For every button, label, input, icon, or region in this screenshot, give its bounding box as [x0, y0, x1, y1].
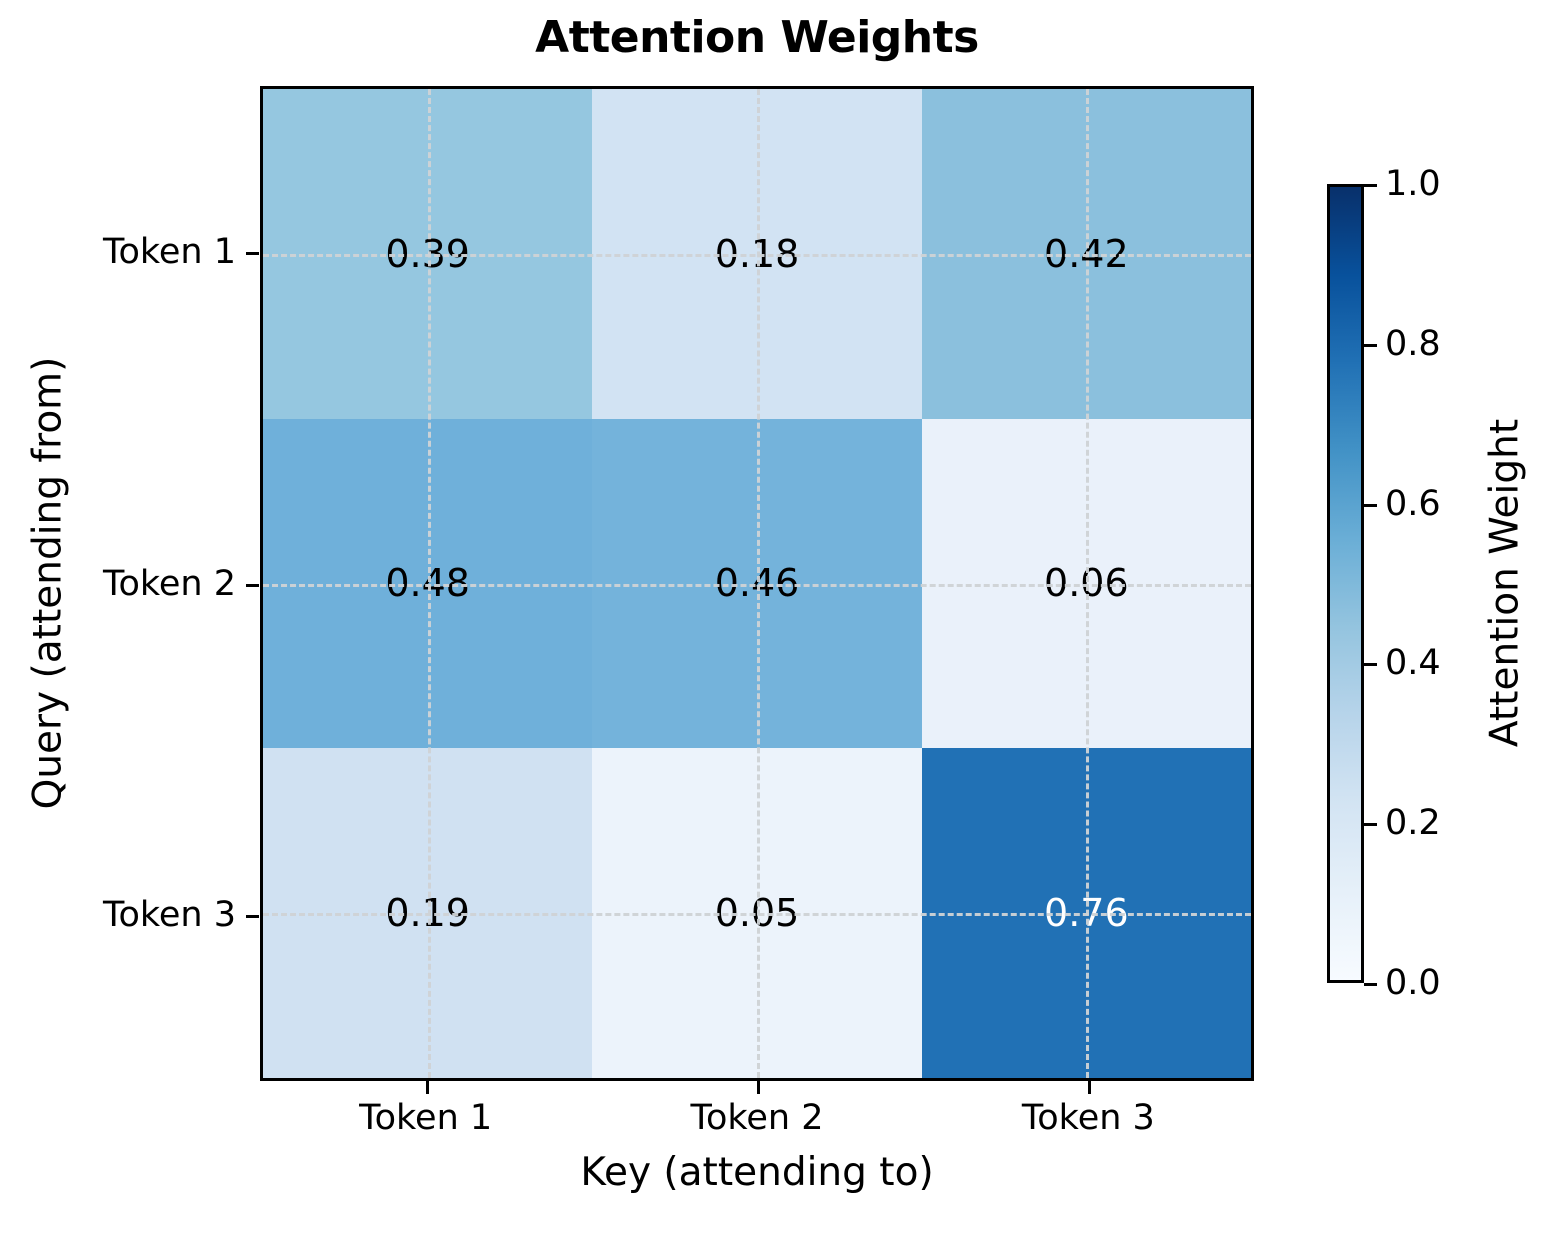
heatmap-cell: 0.48: [263, 418, 593, 749]
colorbar-tick-label: 1.0: [1385, 164, 1441, 204]
colorbar: [1327, 184, 1364, 983]
x-tick-mark: [425, 1081, 429, 1094]
x-axis-label: Key (attending to): [580, 1150, 934, 1195]
heatmap-cell: 0.76: [921, 748, 1251, 1078]
heatmap-cell-value: 0.18: [714, 231, 800, 276]
x-tick-mark: [757, 1081, 760, 1094]
heatmap-cell: 0.42: [921, 89, 1251, 419]
colorbar-tick-label: 0.8: [1385, 323, 1441, 364]
heatmap-cell: 0.05: [592, 748, 922, 1078]
colorbar-tick-label: 0.2: [1385, 803, 1441, 844]
heatmap-grid: 0.39 0.18 0.42 0.48 0.46 0.06 0.19 0.05 0.76: [263, 89, 1251, 1078]
heatmap-cell-value: 0.19: [385, 891, 470, 936]
x-tick-label: Token 2: [690, 1098, 824, 1138]
heatmap-plot-area: 0.39 0.18 0.42 0.48 0.46 0.06 0.19 0.05 0.76: [260, 86, 1254, 1081]
heatmap-cell: 0.39: [263, 89, 593, 419]
x-tick-mark: [1088, 1081, 1092, 1094]
heatmap-cell: 0.19: [263, 748, 593, 1078]
y-tick-mark: [246, 583, 259, 587]
heatmap-cell-value: 0.05: [714, 891, 800, 936]
heatmap-cell: 0.18: [592, 89, 922, 419]
colorbar-label: Attention Weight: [1482, 418, 1528, 748]
heatmap-cell-value: 0.48: [385, 561, 470, 606]
chart-title: Attention Weights: [535, 12, 979, 63]
x-tick-label: Token 1: [359, 1098, 493, 1138]
colorbar-tick-mark: [1364, 184, 1377, 187]
colorbar-tick-label: 0.6: [1385, 483, 1441, 524]
heatmap-cell: 0.06: [921, 418, 1251, 749]
y-tick-mark: [246, 251, 259, 255]
x-tick-label: Token 3: [1021, 1098, 1155, 1138]
colorbar-gradient: [1330, 187, 1361, 980]
colorbar-tick-mark: [1364, 343, 1377, 347]
y-tick-label: Token 3: [103, 895, 236, 936]
heatmap-cell: 0.46: [592, 418, 922, 749]
y-tick-mark: [246, 915, 259, 919]
heatmap-cell-value: 0.06: [1044, 561, 1129, 606]
heatmap-cell-value: 0.39: [385, 231, 470, 276]
heatmap-cell-value: 0.42: [1044, 231, 1129, 276]
y-tick-label: Token 1: [103, 231, 236, 272]
colorbar-tick-label: 0.4: [1385, 643, 1441, 684]
colorbar-tick-label: 0.0: [1385, 963, 1441, 1003]
colorbar-tick-mark: [1364, 503, 1377, 507]
heatmap-cell-value: 0.46: [714, 561, 800, 606]
colorbar-tick-mark: [1364, 823, 1377, 827]
y-tick-label: Token 2: [103, 563, 236, 604]
heatmap-cell-value: 0.76: [1044, 891, 1129, 936]
colorbar-tick-mark: [1364, 983, 1377, 986]
colorbar-tick-mark: [1364, 663, 1377, 667]
